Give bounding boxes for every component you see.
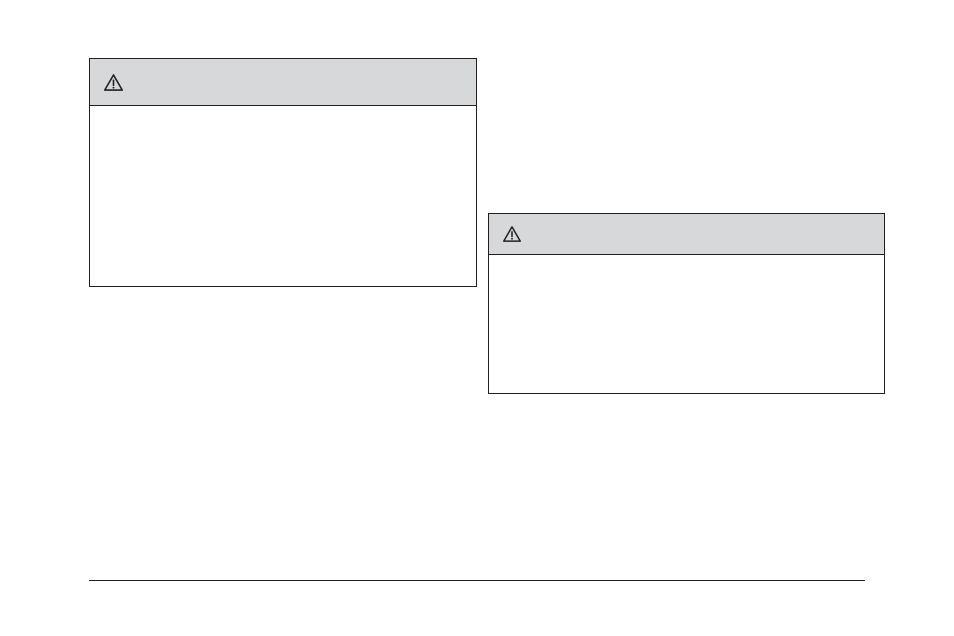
caution-header-1: [90, 59, 476, 106]
caution-body-1: [90, 106, 476, 130]
caution-callout-2: [488, 213, 885, 394]
caution-header-2: [489, 214, 884, 255]
warning-triangle-icon: [104, 74, 123, 91]
footer-divider: [89, 580, 865, 581]
caution-body-2: [489, 255, 884, 279]
warning-triangle-icon: [503, 226, 521, 242]
document-page: { "layout": { "page_width": 954, "page_h…: [0, 0, 954, 636]
caution-callout-1: [89, 58, 477, 287]
